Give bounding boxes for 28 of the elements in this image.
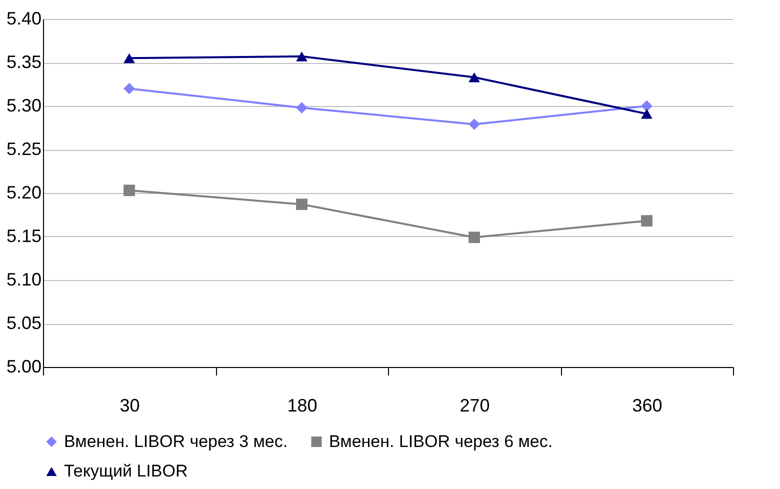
point xyxy=(641,108,652,119)
x-tick-label: 360 xyxy=(632,396,662,416)
point xyxy=(468,232,480,244)
y-tick-label: 5.35 xyxy=(6,52,42,72)
y-tick-label: 5.10 xyxy=(6,270,42,290)
point xyxy=(296,102,308,114)
y-tick-label: 5.40 xyxy=(6,8,42,28)
y-tick-label: 5.05 xyxy=(6,313,42,333)
point xyxy=(124,184,135,196)
x-tick-label: 270 xyxy=(460,396,490,416)
point xyxy=(124,82,135,94)
point xyxy=(468,72,480,82)
y-tick-label: 5.00 xyxy=(6,356,42,376)
point xyxy=(641,100,652,112)
point xyxy=(468,118,480,130)
point xyxy=(296,198,308,210)
y-tick-label: 5.20 xyxy=(6,182,42,202)
y-tick-label: 5.15 xyxy=(6,226,42,246)
x-tick-label: 180 xyxy=(287,396,318,416)
point xyxy=(124,53,135,64)
legend-label: Вменен. LIBOR через 6 мес. xyxy=(329,432,553,451)
point xyxy=(296,51,308,62)
legend-label: Вменен. LIBOR через 3 мес. xyxy=(64,432,288,451)
y-tick-label: 5.25 xyxy=(6,139,42,159)
point xyxy=(641,215,652,227)
x-tick-label: 30 xyxy=(120,396,140,416)
legend-label: Текущий LIBOR xyxy=(64,462,188,480)
y-tick-label: 5.30 xyxy=(6,96,42,116)
